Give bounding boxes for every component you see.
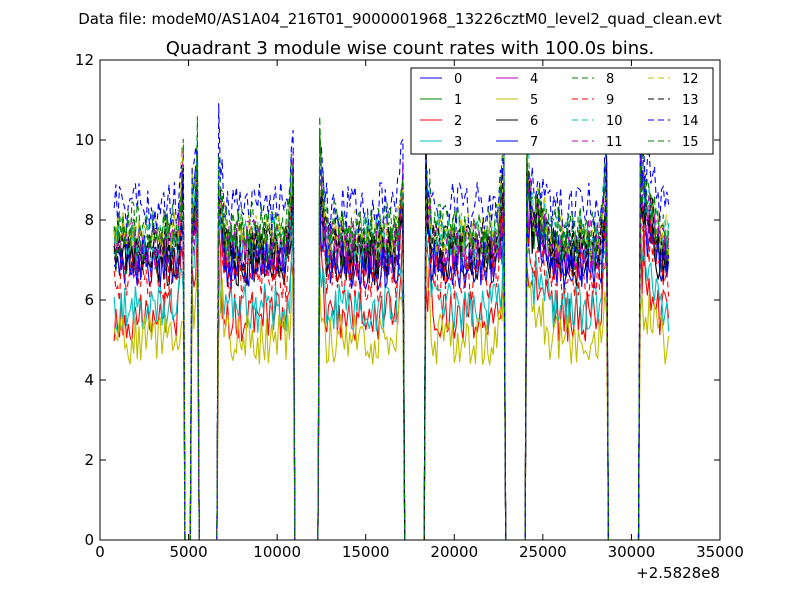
- y-tick-label: 6: [84, 291, 94, 309]
- axes-ticks: 0 5000 10000 15000 20000 25000 30000 35000 0 2 4 6 8…: [75, 51, 744, 561]
- x-tick-label: 25000: [519, 543, 567, 561]
- y-tick-label: 10: [75, 131, 94, 149]
- x-tick-label: 10000: [253, 543, 301, 561]
- legend-label-9: 9: [606, 93, 614, 108]
- y-tick-label: 4: [84, 371, 94, 389]
- x-offset-label: +2.5828e8: [636, 564, 720, 582]
- legend-label-13: 13: [682, 93, 699, 108]
- series-line-3: [113, 211, 670, 540]
- x-tick-label: 0: [95, 543, 105, 561]
- legend-label-2: 2: [454, 114, 462, 129]
- series-line-15: [113, 116, 670, 540]
- x-tick-label: 15000: [342, 543, 390, 561]
- legend-label-12: 12: [682, 72, 699, 87]
- legend-label-1: 1: [454, 93, 462, 108]
- legend-label-4: 4: [530, 72, 538, 87]
- y-tick-label: 12: [75, 51, 94, 69]
- series-line-5: [113, 249, 670, 540]
- legend-label-5: 5: [530, 93, 538, 108]
- y-tick-label: 0: [84, 531, 94, 549]
- series-line-14: [113, 103, 670, 540]
- legend-label-3: 3: [454, 135, 462, 150]
- legend-label-0: 0: [454, 72, 462, 87]
- x-tick-label: 30000: [608, 543, 656, 561]
- series-line-9: [113, 182, 670, 540]
- legend-label-8: 8: [606, 72, 614, 87]
- y-tick-label: 8: [84, 211, 94, 229]
- x-tick-label: 20000: [430, 543, 478, 561]
- legend-label-10: 10: [606, 114, 623, 129]
- series-layer: [113, 103, 670, 540]
- x-tick-label: 35000: [696, 543, 744, 561]
- legend-label-14: 14: [682, 114, 699, 129]
- legend-label-7: 7: [530, 135, 538, 150]
- x-tick-label: 5000: [169, 543, 207, 561]
- chart-title: Quadrant 3 module wise count rates with …: [166, 38, 655, 59]
- legend-label-15: 15: [682, 135, 699, 150]
- figure-suptitle: Data file: modeM0/AS1A04_216T01_90000019…: [78, 10, 722, 29]
- series-line-11: [113, 149, 670, 540]
- legend-frame: [410, 67, 714, 155]
- legend-label-11: 11: [606, 135, 623, 150]
- legend-label-6: 6: [530, 114, 538, 129]
- y-tick-label: 2: [84, 451, 94, 469]
